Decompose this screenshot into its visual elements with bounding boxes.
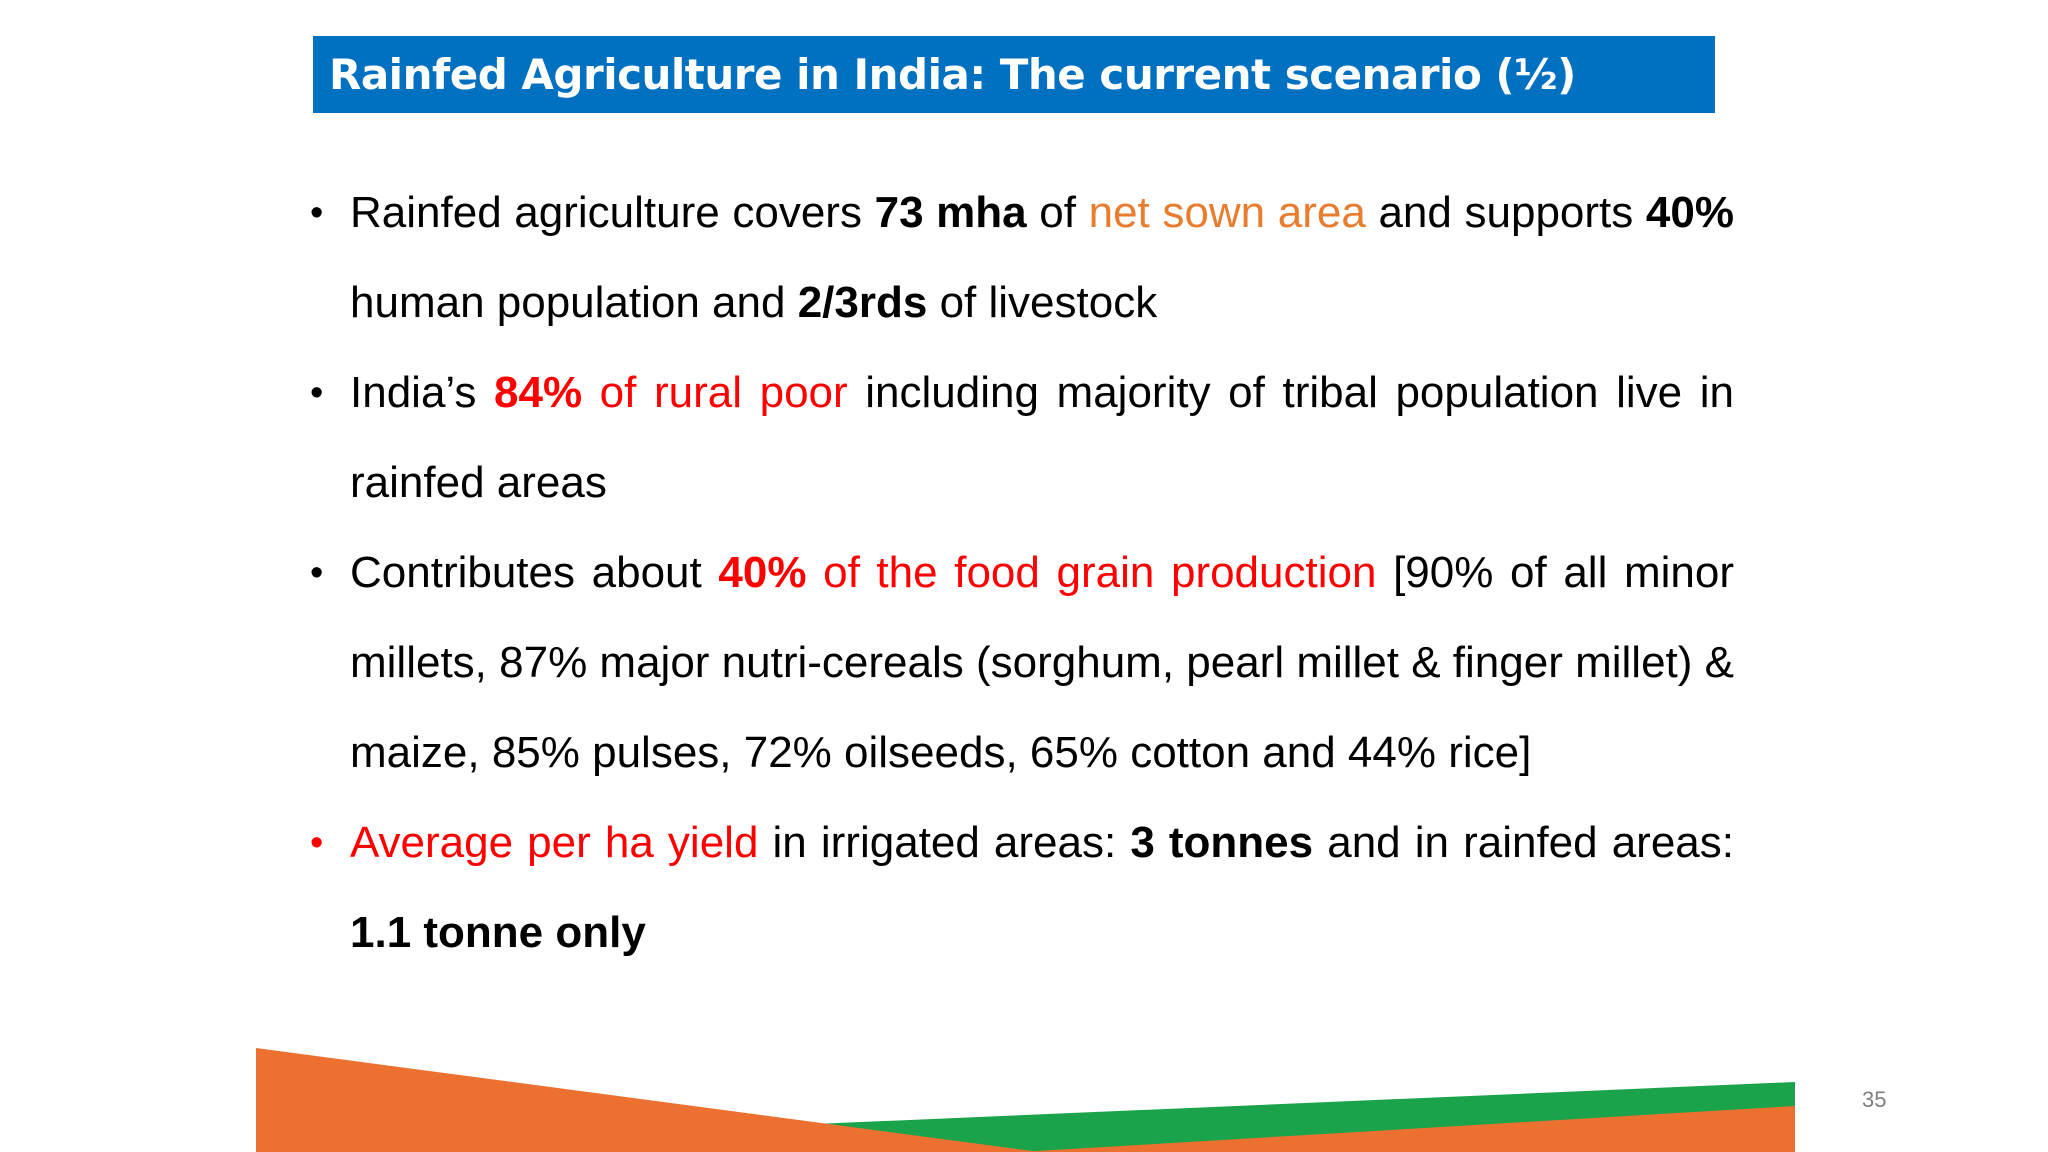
bullet-highlight: of rural poor	[582, 368, 848, 417]
bullet-text: India’s	[350, 368, 494, 417]
footer-decoration	[0, 1040, 2048, 1152]
slide-title: Rainfed Agriculture in India: The curren…	[329, 50, 1576, 99]
bullet-marker: •	[310, 552, 324, 594]
bullet-emphasis: 2/3rds	[797, 278, 928, 327]
bullet-emphasis: 1.1 tonne only	[350, 908, 646, 957]
bullet-text: Rainfed agriculture covers	[350, 188, 875, 237]
bullet-text: and in rainfed areas:	[1313, 818, 1735, 867]
bullet-yield: • Average per ha yield in irrigated areas…	[310, 798, 1734, 978]
bullet-text: of	[1026, 188, 1089, 237]
bullet-coverage: • Rainfed agriculture covers 73 mha of ne…	[310, 168, 1734, 348]
bullet-rural-poor: • India’s 84% of rural poor including maj…	[310, 348, 1734, 528]
bullet-text: Contributes about	[350, 548, 719, 597]
bullet-emphasis: 3 tonnes	[1130, 818, 1314, 867]
bullet-marker: •	[310, 192, 324, 234]
bullet-highlight: net sown area	[1088, 188, 1366, 237]
bullet-highlight: of the food grain production	[806, 548, 1377, 597]
bullet-emphasis: 84%	[494, 368, 583, 417]
bullet-text: including majority of tribal population …	[350, 368, 1734, 507]
bullet-text: of livestock	[927, 278, 1158, 327]
bullet-highlight: Average per ha yield	[350, 818, 759, 867]
title-bar: Rainfed Agriculture in India: The curren…	[313, 36, 1715, 113]
bullet-emphasis: 40%	[718, 548, 807, 597]
bullet-text: and supports	[1365, 188, 1646, 237]
bullet-food-grain: • Contributes about 40% of the food grain…	[310, 528, 1734, 798]
footer-orange-right	[1020, 1106, 1795, 1152]
bullet-text: human population and	[350, 278, 798, 327]
bullet-marker: •	[310, 822, 324, 864]
bullet-emphasis: 73 mha	[874, 188, 1027, 237]
page-number: 35	[1862, 1087, 1887, 1112]
bullet-text: in irrigated areas:	[758, 818, 1131, 867]
bullet-text: [90% of all minor millets, 87% major nut…	[350, 548, 1735, 777]
bullet-marker: •	[310, 372, 324, 414]
footer-orange-left	[256, 1048, 1040, 1152]
bullet-emphasis: 40%	[1645, 188, 1734, 237]
bullet-list: • Rainfed agriculture covers 73 mha of ne…	[310, 168, 1734, 978]
